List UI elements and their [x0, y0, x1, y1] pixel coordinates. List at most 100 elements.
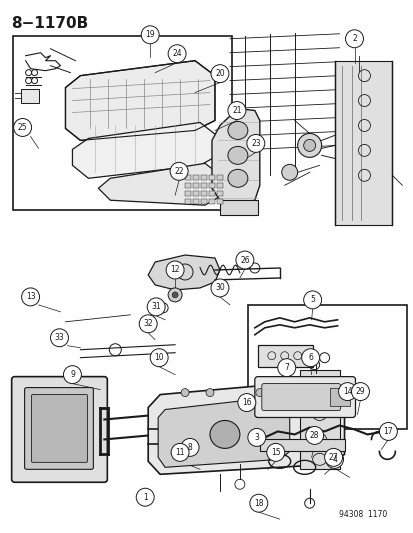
Bar [209, 199, 214, 204]
Text: 5: 5 [309, 295, 314, 304]
Text: 1: 1 [142, 492, 147, 502]
Circle shape [235, 251, 253, 269]
Text: 94308  1170: 94308 1170 [338, 510, 387, 519]
Circle shape [325, 450, 343, 469]
Bar [216, 191, 223, 196]
Circle shape [324, 448, 342, 466]
Bar [259, 439, 344, 451]
Circle shape [237, 393, 255, 411]
Circle shape [166, 261, 184, 279]
Text: 25: 25 [18, 123, 27, 132]
Text: 11: 11 [175, 448, 184, 457]
Bar [247, 305, 406, 430]
Bar [185, 199, 190, 204]
Text: 18: 18 [254, 499, 263, 508]
Circle shape [139, 315, 157, 333]
Polygon shape [72, 123, 217, 179]
Polygon shape [148, 255, 219, 290]
Polygon shape [211, 109, 259, 205]
FancyBboxPatch shape [31, 394, 87, 462]
Circle shape [303, 291, 321, 309]
Circle shape [249, 494, 267, 512]
Bar [201, 175, 206, 180]
Circle shape [281, 164, 297, 180]
Text: 4: 4 [331, 455, 336, 464]
Text: 14: 14 [342, 387, 351, 396]
Bar [334, 61, 392, 225]
Circle shape [228, 102, 245, 119]
Text: 8: 8 [187, 443, 192, 452]
Ellipse shape [228, 147, 247, 164]
Circle shape [170, 163, 188, 180]
Text: 20: 20 [215, 69, 224, 78]
Text: 17: 17 [383, 427, 392, 436]
Text: 13: 13 [26, 293, 36, 301]
Circle shape [301, 349, 319, 367]
Bar [192, 175, 199, 180]
Text: 3: 3 [254, 433, 259, 442]
Text: 21: 21 [232, 106, 241, 115]
Bar [185, 175, 190, 180]
Circle shape [297, 133, 321, 157]
Circle shape [136, 488, 154, 506]
Circle shape [63, 366, 81, 384]
Text: 19: 19 [145, 30, 154, 39]
Bar [185, 191, 190, 196]
FancyBboxPatch shape [24, 387, 93, 470]
Text: 29: 29 [355, 387, 364, 396]
Bar [201, 183, 206, 188]
Bar [329, 387, 349, 406]
Bar [209, 191, 214, 196]
Circle shape [266, 443, 284, 462]
Circle shape [247, 429, 265, 447]
Circle shape [172, 292, 178, 298]
Text: 7: 7 [284, 363, 288, 372]
Circle shape [168, 288, 182, 302]
Bar [192, 191, 199, 196]
Bar [13, 36, 231, 210]
Bar [192, 183, 199, 188]
FancyBboxPatch shape [261, 384, 340, 410]
FancyBboxPatch shape [12, 377, 107, 482]
Circle shape [171, 443, 189, 462]
Bar [21, 88, 38, 102]
Text: 22: 22 [174, 167, 183, 176]
Text: 23: 23 [250, 139, 260, 148]
Text: 16: 16 [242, 398, 251, 407]
Circle shape [246, 134, 264, 152]
Bar [201, 191, 206, 196]
Circle shape [305, 426, 323, 445]
Text: 30: 30 [215, 284, 224, 293]
Polygon shape [65, 61, 214, 140]
Circle shape [14, 118, 31, 136]
Text: 6: 6 [307, 353, 312, 362]
Text: 10: 10 [154, 353, 164, 362]
Text: 24: 24 [172, 49, 181, 58]
Circle shape [141, 26, 159, 44]
Circle shape [150, 349, 168, 367]
Circle shape [21, 288, 40, 306]
Bar [216, 183, 223, 188]
Text: 15: 15 [270, 448, 280, 457]
Text: 26: 26 [240, 255, 249, 264]
Bar [209, 175, 214, 180]
Bar [209, 183, 214, 188]
Bar [192, 199, 199, 204]
Circle shape [303, 140, 315, 151]
Circle shape [277, 359, 295, 377]
Circle shape [180, 389, 189, 397]
Polygon shape [98, 163, 221, 205]
Polygon shape [158, 397, 289, 467]
Circle shape [211, 64, 228, 83]
Text: 8−1170B: 8−1170B [11, 16, 88, 31]
Circle shape [255, 389, 263, 397]
Circle shape [338, 383, 356, 400]
Bar [185, 183, 190, 188]
Ellipse shape [228, 122, 247, 140]
Polygon shape [148, 379, 344, 474]
Circle shape [168, 45, 185, 63]
Ellipse shape [209, 421, 239, 448]
Circle shape [378, 423, 396, 440]
Text: 9: 9 [70, 370, 75, 379]
Circle shape [285, 389, 293, 397]
